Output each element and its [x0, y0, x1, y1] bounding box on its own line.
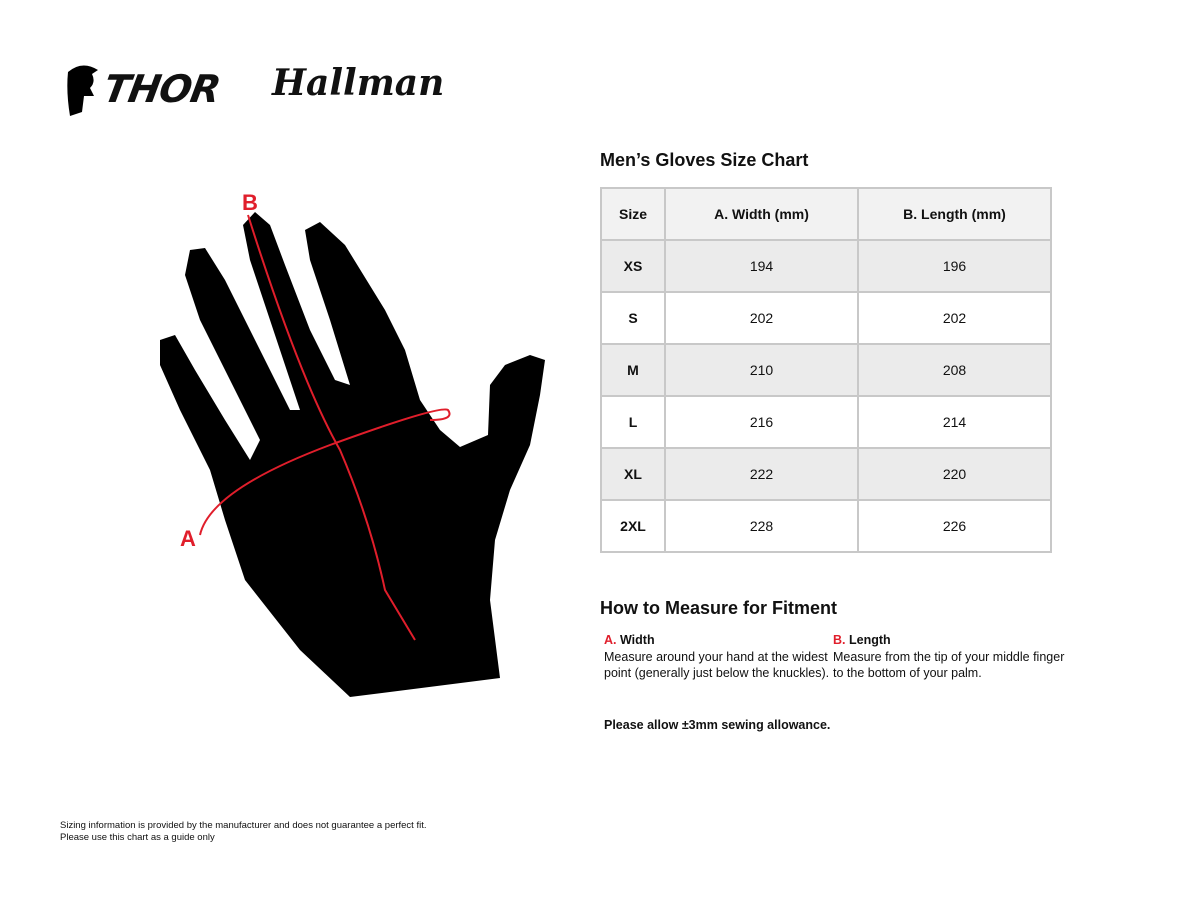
label-b: B: [242, 190, 258, 215]
header-width: A. Width (mm): [664, 187, 859, 241]
width-cell: 228: [664, 499, 859, 553]
table-row: S 202 202: [600, 291, 1052, 345]
length-text-1: Measure from the tip of your middle fing…: [833, 649, 1065, 664]
length-cell: 202: [857, 291, 1052, 345]
disclaimer: Sizing information is provided by the ma…: [60, 820, 427, 844]
width-label: Width: [619, 633, 655, 647]
header-length: B. Length (mm): [857, 187, 1052, 241]
length-cell: 208: [857, 343, 1052, 397]
size-cell: L: [600, 395, 666, 449]
width-text-2: point (generally just below the knuckles…: [604, 666, 830, 680]
width-instructions: A. Width Measure around your hand at the…: [604, 632, 829, 682]
size-cell: XS: [600, 239, 666, 293]
length-label: Length: [848, 633, 891, 647]
chart-title: Men’s Gloves Size Chart: [600, 150, 809, 170]
width-cell: 194: [664, 239, 859, 293]
thor-helmet-icon: [67, 65, 98, 116]
table-row: M 210 208: [600, 343, 1052, 397]
table-row: 2XL 228 226: [600, 499, 1052, 553]
width-cell: 216: [664, 395, 859, 449]
length-text-2: to the bottom of your palm.: [833, 666, 982, 680]
disclaimer-line-2: Please use this chart as a guide only: [60, 832, 215, 843]
length-cell: 196: [857, 239, 1052, 293]
thor-logo: THOR: [66, 62, 223, 116]
table-header-row: Size A. Width (mm) B. Length (mm): [600, 187, 1052, 241]
length-cell: 226: [857, 499, 1052, 553]
width-cell: 202: [664, 291, 859, 345]
hand-silhouette: [160, 212, 545, 697]
size-cell: 2XL: [600, 499, 666, 553]
size-cell: XL: [600, 447, 666, 501]
measure-title: How to Measure for Fitment: [600, 598, 838, 618]
sewing-allowance-note: Please allow ±3mm sewing allowance.: [604, 718, 831, 732]
table-row: XL 222 220: [600, 447, 1052, 501]
table-row: L 216 214: [600, 395, 1052, 449]
width-text-1: Measure around your hand at the widest: [604, 649, 828, 664]
thor-logo-text: THOR: [100, 67, 224, 111]
size-cell: M: [600, 343, 666, 397]
table-row: XS 194 196: [600, 239, 1052, 293]
length-cell: 214: [857, 395, 1052, 449]
length-arrow-b: [247, 214, 416, 641]
length-cell: 220: [857, 447, 1052, 501]
hand-measurement-diagram: B A: [160, 190, 545, 697]
hallman-logo: Hallman: [272, 62, 445, 104]
label-a: A: [180, 526, 196, 551]
width-cell: 222: [664, 447, 859, 501]
length-instructions: B. Length Measure from the tip of your m…: [833, 632, 1064, 682]
header-size: Size: [600, 187, 666, 241]
width-letter: A.: [604, 633, 617, 647]
length-letter: B.: [833, 633, 846, 647]
width-arrow-a: [199, 408, 451, 536]
width-cell: 210: [664, 343, 859, 397]
size-cell: S: [600, 291, 666, 345]
disclaimer-line-1: Sizing information is provided by the ma…: [60, 820, 427, 831]
size-table: Size A. Width (mm) B. Length (mm) XS 194 1…: [600, 187, 1052, 553]
